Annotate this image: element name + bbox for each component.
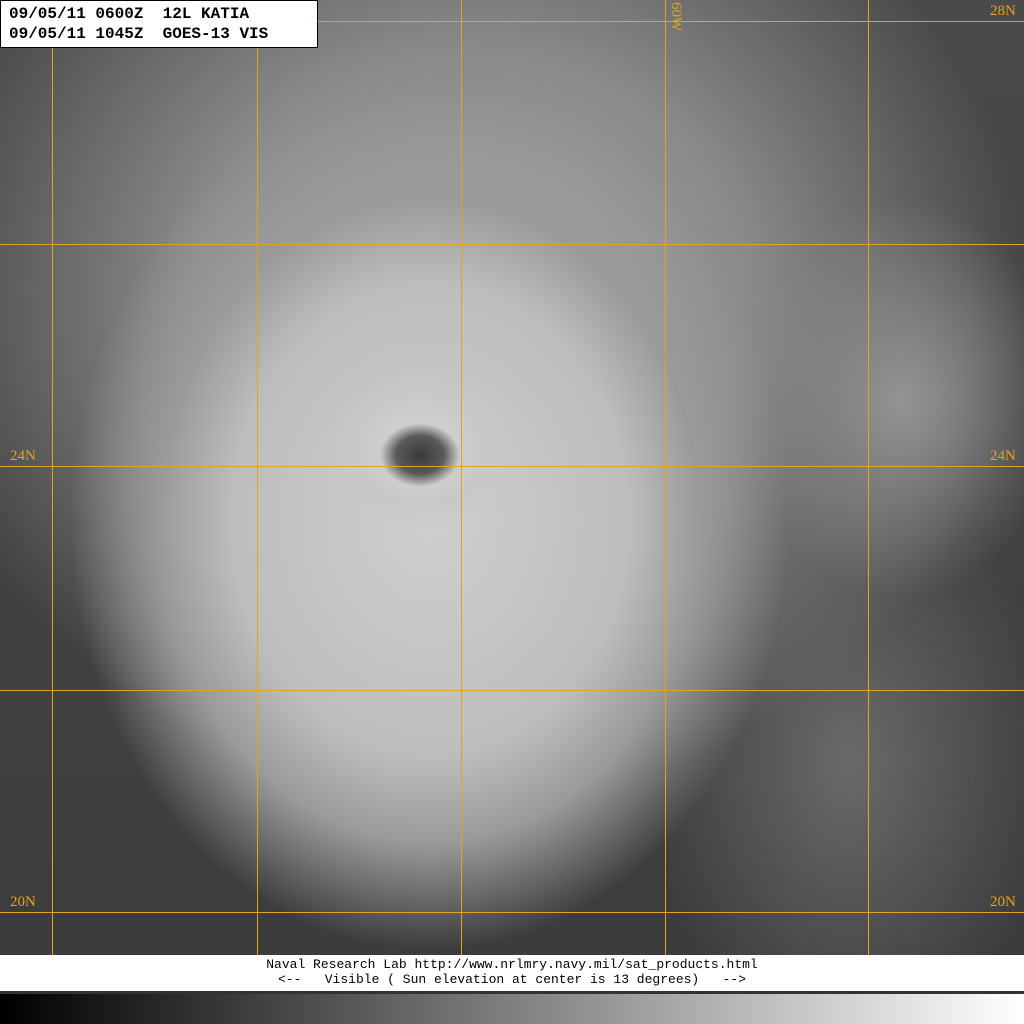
lat-label-20n-right: 20N <box>990 894 1016 910</box>
grid-line-latitude <box>0 21 1024 22</box>
satellite-image-hurricane <box>0 0 1024 955</box>
lat-label-24n-left: 24N <box>10 448 36 464</box>
divider <box>0 991 1024 994</box>
credit-line: Naval Research Lab http://www.nrlmry.nav… <box>266 957 758 972</box>
grid-line-latitude <box>0 466 1024 467</box>
product-description: <-- Visible ( Sun elevation at center is… <box>277 972 747 987</box>
lat-label-28n: 28N <box>990 3 1016 19</box>
lat-label-24n-right: 24N <box>990 448 1016 464</box>
grid-line-longitude <box>257 0 258 955</box>
grid-line-longitude <box>52 0 53 955</box>
analysis-time: 09/05/11 0600Z 12L KATIA <box>9 5 250 23</box>
grid-line-longitude <box>868 0 869 955</box>
grayscale-bar <box>0 994 1024 1024</box>
image-time-sensor: 09/05/11 1045Z GOES-13 VIS <box>9 25 269 43</box>
grid-line-latitude <box>0 912 1024 913</box>
grid-line-longitude <box>461 0 462 955</box>
lat-label-20n-left: 20N <box>10 894 36 910</box>
grid-line-latitude <box>0 690 1024 691</box>
lon-label-60w: 60W <box>668 2 684 32</box>
grid-line-latitude <box>0 244 1024 245</box>
grid-line-longitude <box>665 0 666 955</box>
image-info-box: 09/05/11 0600Z 12L KATIA 09/05/11 1045Z G… <box>0 0 318 48</box>
credit-bar: Naval Research Lab http://www.nrlmry.nav… <box>0 955 1024 991</box>
